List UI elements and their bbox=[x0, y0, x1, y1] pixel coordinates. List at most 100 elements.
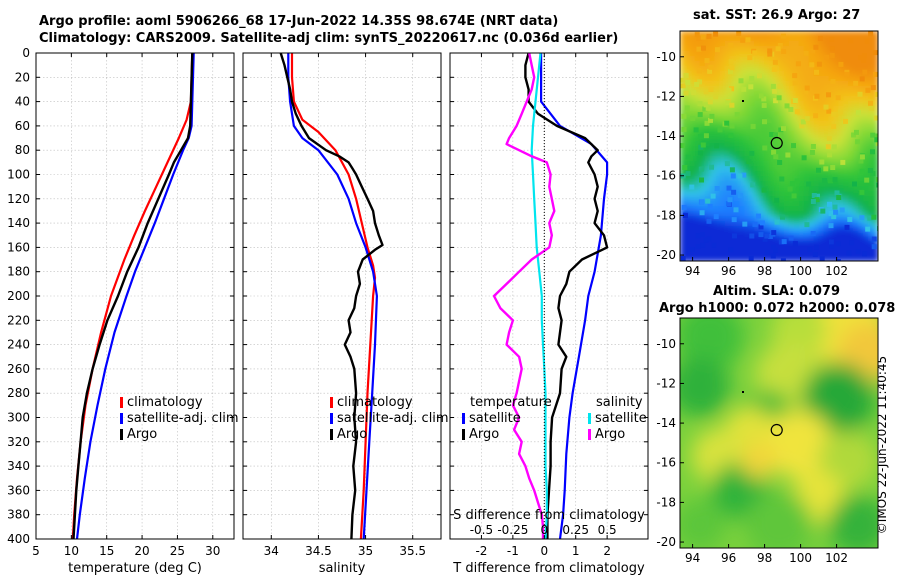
y-tick-label: 280 bbox=[7, 386, 30, 400]
sst-pixel bbox=[853, 80, 859, 86]
sst-pixel bbox=[801, 155, 807, 161]
sst-cell bbox=[749, 111, 755, 117]
sst-cell bbox=[744, 176, 750, 182]
sst-cell bbox=[863, 191, 869, 197]
sst-pixel bbox=[871, 244, 877, 250]
sst-cell bbox=[749, 251, 755, 257]
sst-cell bbox=[749, 41, 755, 47]
sst-cell bbox=[694, 206, 701, 212]
sst-cell bbox=[823, 191, 830, 197]
sst-cell bbox=[808, 56, 815, 62]
y-tick-label: 0 bbox=[22, 46, 30, 60]
sst-cell bbox=[848, 86, 854, 92]
sst-cell bbox=[813, 201, 820, 207]
sst-cell bbox=[680, 151, 686, 157]
sst-cell bbox=[798, 156, 805, 162]
sst-pixel bbox=[728, 247, 734, 253]
sst-cell bbox=[788, 251, 795, 257]
sst-cell bbox=[779, 91, 785, 97]
sst-pixel bbox=[703, 89, 709, 95]
sst-cell bbox=[868, 191, 874, 197]
sst-cell bbox=[739, 236, 745, 242]
sst-cell bbox=[744, 121, 750, 127]
sst-cell bbox=[848, 161, 854, 167]
sst-pixel bbox=[820, 208, 826, 214]
sst-cell bbox=[694, 176, 701, 182]
sst-cell bbox=[863, 146, 869, 152]
sst-pixel bbox=[694, 82, 700, 87]
sst-cell bbox=[868, 141, 874, 147]
sst-cell bbox=[793, 41, 800, 47]
sst-cell bbox=[764, 216, 770, 222]
sst-cell bbox=[764, 61, 770, 67]
sst-cell bbox=[843, 126, 849, 132]
sst-pixel bbox=[726, 185, 732, 191]
sst-cell bbox=[694, 156, 701, 162]
sst-pixel bbox=[713, 94, 719, 100]
sst-pixel bbox=[698, 166, 704, 172]
sst-cell bbox=[838, 186, 844, 192]
sst-cell bbox=[783, 91, 790, 97]
sst-cell bbox=[759, 61, 765, 67]
sst-pixel bbox=[827, 152, 833, 158]
sst-cell bbox=[680, 136, 686, 142]
sst-cell bbox=[739, 56, 745, 62]
sst-cell bbox=[803, 146, 810, 152]
sst-pixel bbox=[750, 182, 756, 188]
sst-cell bbox=[689, 101, 696, 107]
sst-pixel bbox=[831, 111, 837, 117]
sst-cell bbox=[754, 56, 760, 62]
sst-cell bbox=[783, 211, 790, 217]
sst-cell bbox=[704, 246, 711, 252]
sst-cell bbox=[793, 106, 800, 112]
sst-cell bbox=[739, 116, 745, 122]
sst-cell bbox=[788, 41, 795, 47]
sst-cell bbox=[823, 151, 830, 157]
sst-cell bbox=[808, 216, 815, 222]
island-dot bbox=[742, 100, 744, 102]
sst-cell bbox=[838, 141, 844, 147]
sst-cell bbox=[704, 86, 711, 92]
sst-cell bbox=[848, 31, 854, 37]
sst-pixel bbox=[761, 187, 767, 193]
sst-cell bbox=[833, 31, 839, 37]
sst-cell bbox=[699, 156, 706, 162]
sst-pixel bbox=[731, 189, 737, 195]
sst-cell bbox=[689, 126, 696, 132]
sst-cell bbox=[724, 61, 731, 67]
sst-cell bbox=[684, 46, 691, 52]
sst-cell bbox=[793, 211, 800, 217]
sst-cell bbox=[828, 156, 835, 162]
sst-cell bbox=[858, 36, 864, 42]
sst-cell bbox=[739, 46, 745, 52]
sst-cell bbox=[838, 56, 844, 62]
sst-cell bbox=[724, 71, 731, 77]
sst-cell bbox=[754, 186, 760, 192]
sst-cell bbox=[793, 36, 800, 42]
sst-cell bbox=[719, 216, 726, 222]
sst-cell bbox=[769, 156, 775, 162]
sst-cell bbox=[689, 181, 696, 187]
sst-cell bbox=[818, 116, 825, 122]
sst-cell bbox=[724, 46, 731, 52]
sst-cell bbox=[828, 246, 835, 252]
sla-blob bbox=[828, 495, 878, 548]
sst-cell bbox=[734, 211, 740, 217]
sst-pixel bbox=[772, 132, 778, 138]
sst-cell bbox=[853, 76, 859, 82]
sst-cell bbox=[863, 91, 869, 97]
sst-cell bbox=[779, 106, 785, 112]
sst-cell bbox=[853, 86, 859, 92]
sst-cell bbox=[858, 101, 864, 107]
sst-cell bbox=[868, 156, 874, 162]
sst-pixel bbox=[859, 76, 865, 82]
sst-cell bbox=[873, 31, 878, 37]
sst-cell bbox=[764, 196, 770, 202]
sst-cell bbox=[828, 191, 835, 197]
sst-cell bbox=[858, 116, 864, 122]
sst-cell bbox=[843, 166, 849, 172]
sst-cell bbox=[783, 136, 790, 142]
sst-cell bbox=[848, 96, 854, 102]
sst-cell bbox=[813, 171, 820, 177]
sst-cell bbox=[793, 66, 800, 72]
